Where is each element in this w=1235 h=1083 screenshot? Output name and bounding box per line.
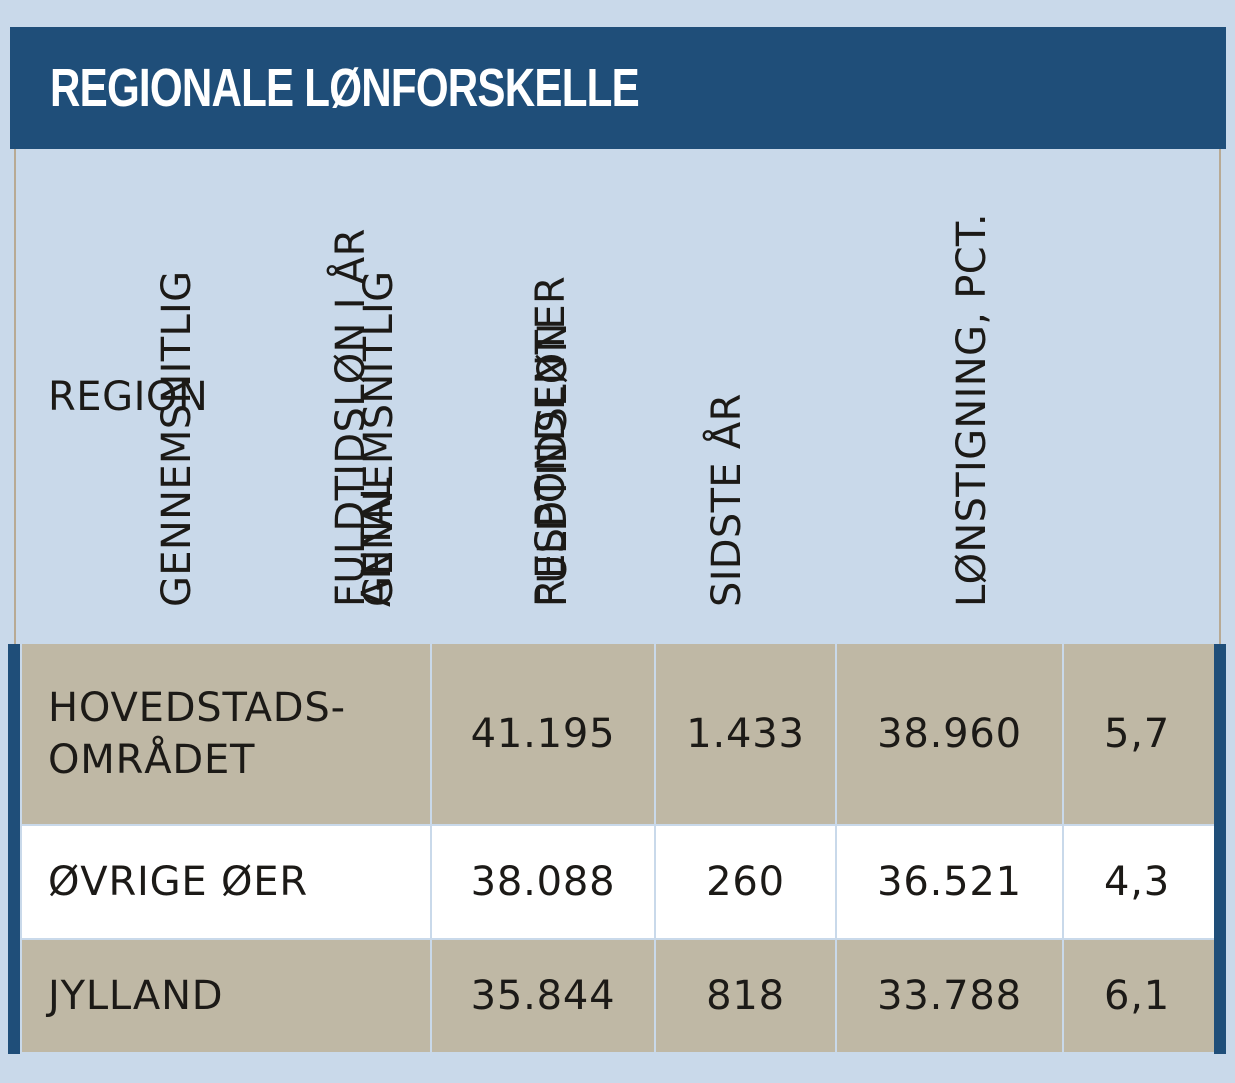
- data-table: HOVEDSTADS- OMRÅDET 41.195 1.433 38.960 …: [22, 644, 1214, 1054]
- right-accent-bar: [1214, 644, 1226, 1054]
- region-name-line: OMRÅDET: [48, 737, 256, 783]
- table-row: ØVRIGE ØER 38.088 260 36.521 4,3: [22, 826, 1214, 940]
- region-name-line: ØVRIGE ØER: [48, 859, 308, 905]
- cell-region: HOVEDSTADS- OMRÅDET: [22, 644, 432, 824]
- cell-respondents: 818: [656, 940, 837, 1052]
- left-accent-bar: [8, 644, 20, 1054]
- cell-increase: 5,7: [1103, 711, 1170, 757]
- header-avg-last-line-1: GENNEMSNITLIG: [356, 270, 402, 607]
- header-avg-now-line-1: GENNEMSNITLIG: [154, 270, 200, 607]
- header-avg-last-line-3: SIDSTE ÅR: [704, 393, 750, 607]
- cell-avg-last: 38.960: [837, 644, 1064, 824]
- region-name-line: JYLLAND: [48, 973, 224, 1019]
- header-increase-line-1: LØNSTIGNING, PCT.: [949, 213, 995, 607]
- cell-avg-last: 36.521: [837, 826, 1064, 938]
- cell-respondents: 260: [656, 826, 837, 938]
- cell-avg-now: 41.195: [432, 644, 656, 824]
- right-rule: [1219, 149, 1221, 644]
- header-region: REGION: [48, 374, 209, 420]
- region-name-line: HOVEDSTADS-: [48, 685, 346, 731]
- cell-avg-last: 33.788: [837, 940, 1064, 1052]
- cell-increase: 6,1: [1103, 973, 1170, 1019]
- cell-avg-now: 35.844: [432, 940, 656, 1052]
- table-row: JYLLAND 35.844 818 33.788 6,1: [22, 940, 1214, 1054]
- cell-region: ØVRIGE ØER: [22, 826, 432, 938]
- cell-increase: 4,3: [1103, 859, 1170, 905]
- cell-region: JYLLAND: [22, 940, 432, 1052]
- table-row: HOVEDSTADS- OMRÅDET 41.195 1.433 38.960 …: [22, 644, 1214, 826]
- header-avg-last-line-2: FULDTIDSLØN: [530, 322, 576, 607]
- left-rule: [14, 149, 16, 644]
- title-bar: REGIONALE LØNFORSKELLE: [10, 27, 1226, 149]
- cell-respondents: 1.433: [656, 644, 837, 824]
- cell-avg-now: 38.088: [432, 826, 656, 938]
- table-title: REGIONALE LØNFORSKELLE: [50, 58, 640, 118]
